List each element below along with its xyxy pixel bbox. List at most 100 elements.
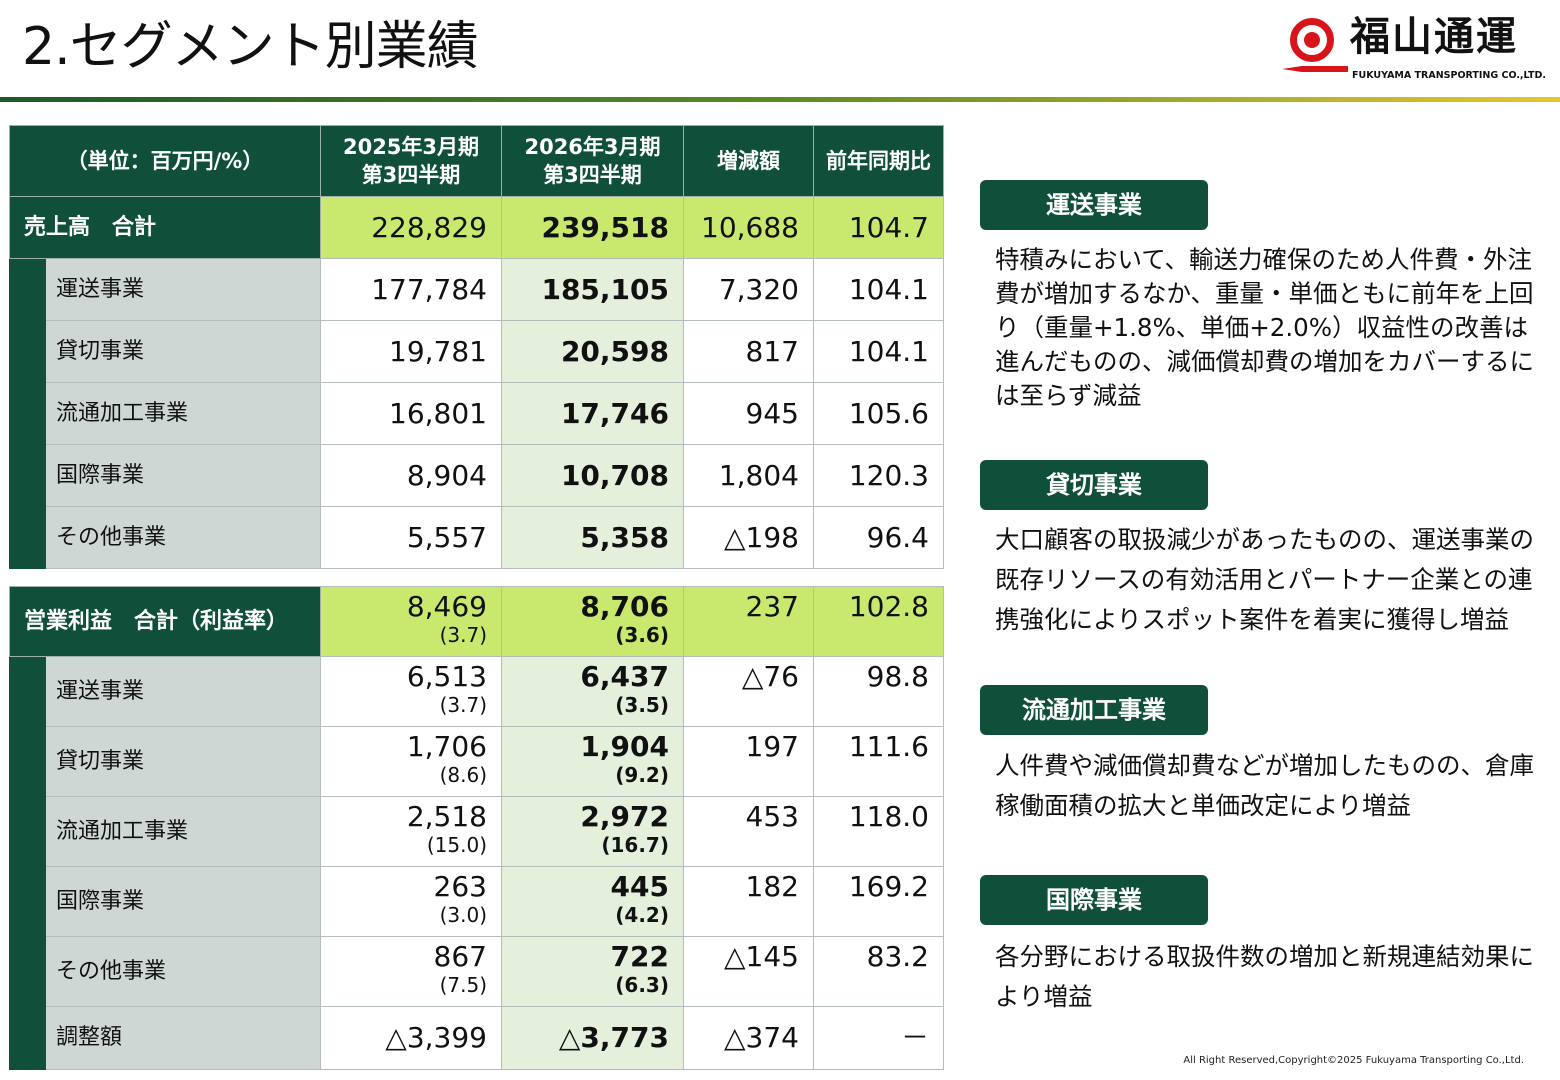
value-cell: 10,688	[683, 196, 814, 259]
row-label: 貸切事業	[45, 320, 321, 383]
value: 1,904	[580, 730, 669, 763]
row-indent-strip	[9, 258, 46, 321]
column-header: 2026年3月期 第3四半期	[501, 125, 684, 197]
value-cell: △374	[683, 1006, 814, 1070]
table-row: 貸切事業 1,706 (8.6) 1,904 (9.2) 197 111.6	[9, 726, 944, 797]
section-heading-transport: 運送事業	[980, 180, 1208, 230]
row-label: 売上高 合計	[9, 196, 321, 259]
margin-rate: (7.5)	[439, 973, 487, 997]
value-cell: 96.4	[813, 506, 944, 569]
margin-rate: (8.6)	[439, 763, 487, 787]
column-header: 前年同期比	[813, 125, 944, 197]
value-cell: 98.8	[813, 656, 944, 727]
row-label: その他事業	[45, 506, 321, 569]
logo-mark-icon	[1290, 18, 1334, 62]
row-indent-strip	[9, 1006, 46, 1070]
value-cell: 6,437 (3.5)	[501, 656, 684, 727]
value-cell: △145	[683, 936, 814, 1007]
value: 8,469	[406, 590, 487, 623]
value-cell: △198	[683, 506, 814, 569]
row-indent-strip	[9, 866, 46, 937]
profit-table: 営業利益 合計（利益率） 8,469 (3.7) 8,706 (3.6) 237 102.8…	[9, 586, 944, 1070]
value-cell: 16,801	[320, 382, 502, 445]
value-cell: 104.1	[813, 258, 944, 321]
value: 2,972	[580, 800, 669, 833]
row-indent-strip	[9, 444, 46, 507]
value: 1,706	[406, 730, 487, 763]
value-cell: 102.8	[813, 586, 944, 657]
value-cell: 6,513 (3.7)	[320, 656, 502, 727]
value-cell: 5,557	[320, 506, 502, 569]
header-divider	[0, 97, 1560, 102]
value-cell: 263 (3.0)	[320, 866, 502, 937]
value: 6,513	[406, 660, 487, 693]
page-title: 2.セグメント別業績	[22, 17, 479, 77]
value: 722	[610, 940, 669, 973]
value-cell: 7,320	[683, 258, 814, 321]
value-cell: 8,904	[320, 444, 502, 507]
value-cell: 83.2	[813, 936, 944, 1007]
row-label: その他事業	[45, 936, 321, 1007]
margin-rate: (4.2)	[615, 903, 669, 927]
value-cell: △3,773	[501, 1006, 684, 1070]
value-cell: 104.7	[813, 196, 944, 259]
unit-label: （単位：百万円/%）	[9, 125, 321, 197]
section-text-transport: 特積みにおいて、輸送力確保のため人件費・外注費が増加するなか、重量・単価ともに前…	[995, 245, 1534, 410]
row-label: 調整額	[45, 1006, 321, 1070]
value-cell: 197	[683, 726, 814, 797]
sales-table: （単位：百万円/%） 2025年3月期 第3四半期 2026年3月期 第3四半期 増減…	[9, 125, 944, 569]
value-cell: 8,469 (3.7)	[320, 586, 502, 657]
table-row: 国際事業 8,904 10,708 1,804 120.3	[9, 444, 944, 507]
copyright: All Right Reserved,Copyright©2025 Fukuya…	[1183, 1055, 1524, 1066]
table-row: 調整額 △3,399 △3,773 △374 －	[9, 1006, 944, 1070]
section-heading-logistics: 流通加工事業	[980, 685, 1208, 735]
column-header: 増減額	[683, 125, 814, 197]
value-cell: 20,598	[501, 320, 684, 383]
margin-rate: (9.2)	[615, 763, 669, 787]
value-cell: 2,972 (16.7)	[501, 796, 684, 867]
value-cell: 239,518	[501, 196, 684, 259]
row-indent-strip	[9, 320, 46, 383]
company-logo: 福山通運 FUKUYAMA TRANSPORTING CO.,LTD.	[1282, 14, 1546, 86]
value-cell: 177,784	[320, 258, 502, 321]
margin-rate: (3.7)	[439, 693, 487, 717]
value-cell: 19,781	[320, 320, 502, 383]
value-cell: 105.6	[813, 382, 944, 445]
section-heading-charter: 貸切事業	[980, 460, 1208, 510]
total-row: 営業利益 合計（利益率） 8,469 (3.7) 8,706 (3.6) 237 102.8	[9, 586, 944, 657]
section-text-logistics: 人件費や減価償却費などが増加したものの、倉庫稼働面積の拡大と単価改定により増益	[995, 751, 1534, 820]
value-cell: 1,804	[683, 444, 814, 507]
row-indent-strip	[9, 936, 46, 1007]
value-cell: 2,518 (15.0)	[320, 796, 502, 867]
row-label: 運送事業	[45, 258, 321, 321]
table-row: 流通加工事業 2,518 (15.0) 2,972 (16.7) 453 118.0	[9, 796, 944, 867]
row-label: 流通加工事業	[45, 796, 321, 867]
logo-kanji: 福山通運	[1350, 14, 1518, 60]
value-cell: 182	[683, 866, 814, 937]
logo-english: FUKUYAMA TRANSPORTING CO.,LTD.	[1352, 70, 1546, 81]
value-cell: 169.2	[813, 866, 944, 937]
value: 263	[433, 870, 487, 903]
section-text-international: 各分野における取扱件数の増加と新規連結効果により増益	[995, 942, 1534, 1011]
section-text-charter: 大口顧客の取扱減少があったものの、運送事業の既存リソースの有効活用とパートナー企…	[995, 525, 1534, 634]
table-row: 流通加工事業 16,801 17,746 945 105.6	[9, 382, 944, 445]
value-cell: 945	[683, 382, 814, 445]
margin-rate: (16.7)	[601, 833, 669, 857]
row-indent-strip	[9, 656, 46, 727]
table-row: 貸切事業 19,781 20,598 817 104.1	[9, 320, 944, 383]
row-label: 貸切事業	[45, 726, 321, 797]
value-cell: 722 (6.3)	[501, 936, 684, 1007]
row-label: 国際事業	[45, 866, 321, 937]
table-row: 国際事業 263 (3.0) 445 (4.2) 182 169.2	[9, 866, 944, 937]
margin-rate: (15.0)	[426, 833, 487, 857]
row-indent-strip	[9, 382, 46, 445]
value-cell: 453	[683, 796, 814, 867]
table-row: 運送事業 6,513 (3.7) 6,437 (3.5) △76 98.8	[9, 656, 944, 727]
value: 445	[610, 870, 669, 903]
value-cell: 8,706 (3.6)	[501, 586, 684, 657]
margin-rate: (3.5)	[615, 693, 669, 717]
column-header: 2025年3月期 第3四半期	[320, 125, 502, 197]
row-indent-strip	[9, 796, 46, 867]
row-label: 流通加工事業	[45, 382, 321, 445]
value-cell: 1,904 (9.2)	[501, 726, 684, 797]
